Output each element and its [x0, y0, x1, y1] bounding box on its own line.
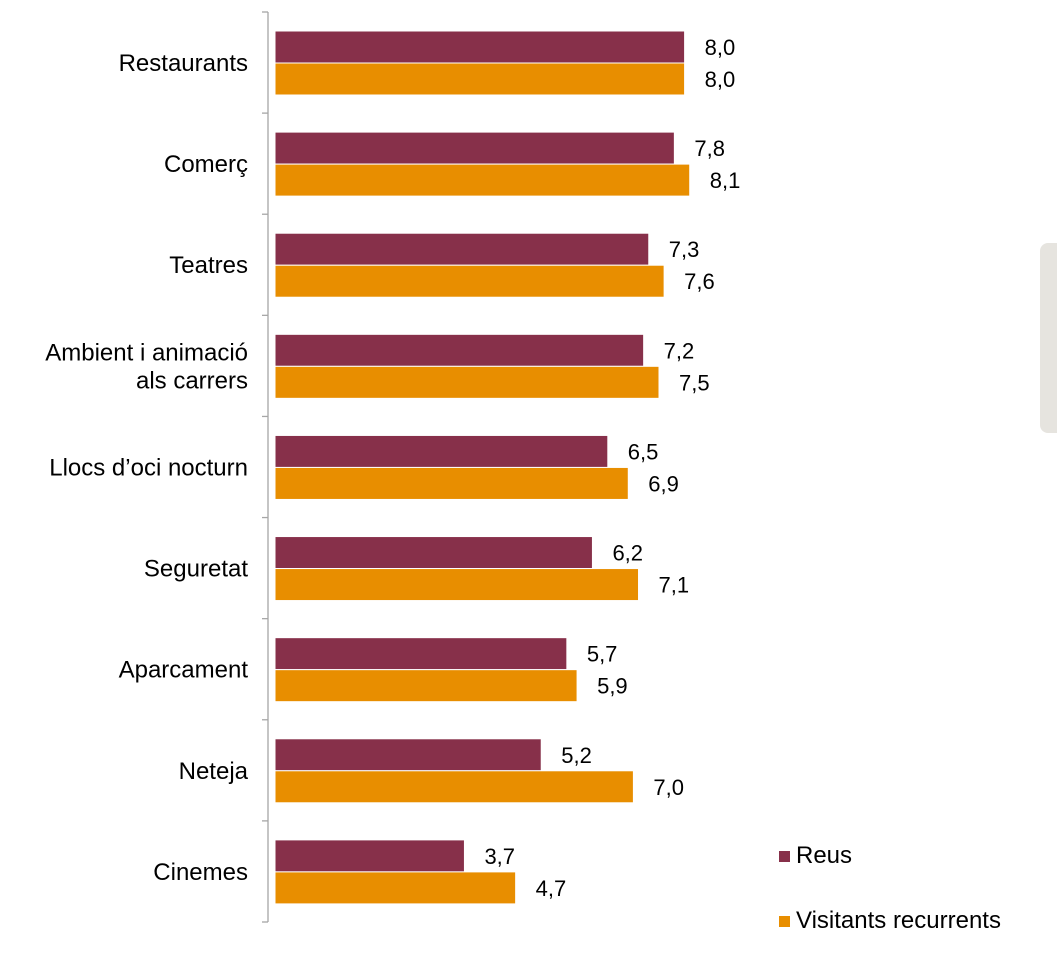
bar-visitants	[274, 365, 660, 399]
category-label: Llocs d’oci nocturn	[49, 454, 248, 481]
bar-visitants	[274, 871, 517, 905]
bar-reus	[274, 30, 686, 64]
legend-swatch-visitants	[779, 915, 790, 927]
bar-reus	[274, 232, 650, 266]
category-label: Restaurants	[119, 50, 248, 77]
bar-visitants	[274, 62, 686, 96]
data-label-reus: 3,7	[484, 844, 515, 869]
data-label-visitants: 4,7	[536, 876, 567, 901]
data-label-reus: 7,8	[694, 136, 725, 161]
bar-reus	[274, 536, 593, 570]
category-label: Neteja	[179, 758, 249, 785]
data-label-visitants: 8,0	[705, 67, 736, 92]
bar-reus	[274, 434, 609, 468]
data-label-visitants: 5,9	[597, 674, 628, 699]
callout-box	[1040, 243, 1057, 433]
bar-visitants	[274, 264, 665, 298]
data-label-visitants: 8,1	[710, 168, 741, 193]
bar-reus	[274, 637, 568, 671]
data-label-visitants: 7,0	[653, 775, 684, 800]
legend-item-reus: Reus	[779, 842, 852, 870]
bar-reus	[274, 839, 465, 873]
category-label: Ambient i animació	[45, 339, 248, 366]
bar-visitants	[274, 466, 629, 500]
bar-reus	[274, 333, 645, 367]
data-label-visitants: 7,1	[659, 573, 690, 598]
data-label-visitants: 7,6	[684, 269, 715, 294]
bar-reus	[274, 131, 675, 165]
category-label: Seguretat	[144, 556, 248, 583]
bar-reus	[274, 738, 542, 772]
data-label-reus: 5,7	[587, 642, 618, 667]
category-label: Teatres	[169, 252, 248, 279]
data-label-reus: 6,2	[612, 541, 643, 566]
data-label-visitants: 7,5	[679, 370, 710, 395]
data-label-reus: 8,0	[705, 35, 736, 60]
legend-label-visitants: Visitants recurrents	[796, 907, 1001, 934]
data-label-reus: 7,3	[669, 237, 700, 262]
bar-visitants	[274, 770, 634, 804]
legend-label-reus: Reus	[796, 842, 853, 869]
data-label-visitants: 6,9	[648, 471, 679, 496]
legend-swatch-reus	[779, 850, 790, 862]
category-label: Comerç	[164, 151, 248, 178]
data-label-reus: 7,2	[664, 338, 695, 363]
bar-visitants	[274, 163, 691, 197]
category-label: als carrers	[136, 367, 248, 394]
bar-visitants	[274, 568, 640, 602]
category-label: Aparcament	[119, 657, 249, 684]
bar-visitants	[274, 669, 578, 703]
category-label: Cinemes	[153, 859, 248, 886]
legend-item-visitants: Visitants recurrents	[779, 907, 1001, 935]
data-label-reus: 6,5	[628, 439, 659, 464]
data-label-reus: 5,2	[561, 743, 592, 768]
